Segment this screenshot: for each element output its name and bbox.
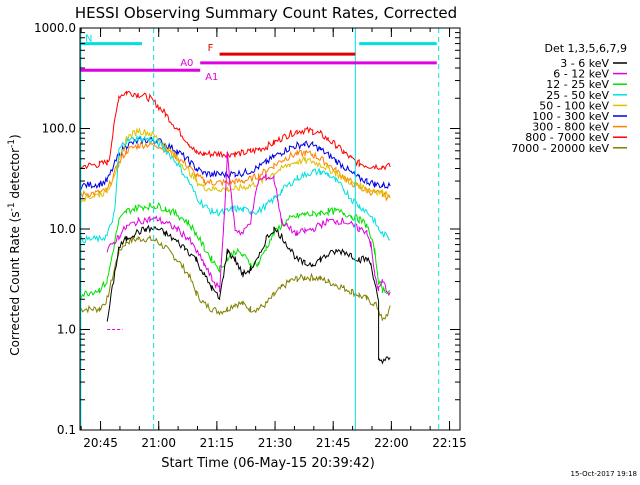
x-tick-label: 22:00 [374, 436, 409, 450]
y-axis-label-main: Corrected Count Rate (s [8, 211, 22, 355]
legend-entry-label: 3 - 6 keV [560, 57, 609, 70]
plot-area: N F A0 A1 [79, 28, 440, 430]
x-tick-label: 21:45 [316, 436, 351, 450]
series-line [106, 151, 391, 297]
x-tick-label: 21:00 [141, 436, 176, 450]
y-tick-label: 100.0 [42, 122, 76, 136]
series-line [79, 201, 391, 299]
footer-timestamp: 15-Oct-2017 19:18 [571, 470, 637, 478]
series-line [79, 134, 391, 244]
y-axis-label: Corrected Count Rate (s-1 detector-1) [7, 134, 22, 355]
series-line [79, 90, 391, 171]
y-axis-label-end: ) [8, 134, 22, 139]
y-tick-label: 0.1 [57, 423, 76, 437]
legend-entry-label: 7000 - 20000 keV [511, 142, 609, 155]
chart-title: HESSI Observing Summary Count Rates, Cor… [75, 4, 457, 22]
legend-title: Det 1,3,5,6,7,9 [544, 42, 627, 55]
legend-entry-label: 50 - 100 keV [539, 99, 609, 112]
x-tick-label: 20:45 [83, 436, 118, 450]
x-tick-label: 22:15 [432, 436, 467, 450]
series-line [79, 235, 391, 321]
legend-entry-label: 6 - 12 keV [553, 68, 609, 81]
series-line [106, 224, 391, 365]
flag-bar-label: A1 [205, 72, 218, 83]
y-tick-label: 10.0 [49, 222, 76, 236]
y-axis-label-middle: detector [8, 148, 22, 203]
flag-bar-label: A0 [180, 58, 193, 69]
y-axis-label-sup-1: -1 [7, 202, 17, 211]
flag-bar-label: N [85, 34, 92, 45]
series-line [79, 140, 391, 202]
y-axis-label-sup-2: -1 [7, 139, 17, 148]
y-tick-label: 1000.0 [34, 21, 76, 35]
legend-entry-label: 800 - 7000 keV [525, 131, 609, 144]
x-tick-label: 21:30 [258, 436, 293, 450]
legend-entry-label: 12 - 25 keV [546, 78, 609, 91]
flag-bar-label: F [208, 43, 214, 54]
series-line [79, 127, 391, 203]
x-axis-label: Start Time (06-May-15 20:39:42) [161, 456, 375, 471]
y-tick-label: 1.0 [57, 323, 76, 337]
x-tick-label: 21:15 [200, 436, 235, 450]
legend-entry-label: 25 - 50 keV [546, 89, 609, 102]
legend-entry-label: 300 - 800 keV [532, 121, 609, 134]
y-axis-label-text: Corrected Count Rate (s-1 detector-1) [7, 134, 22, 355]
axes: 1000.0 100.0 10.0 1.0 0.1 20:45 21:00 21:15 21:3… [34, 21, 467, 450]
legend-entry-label: 100 - 300 keV [532, 110, 609, 123]
